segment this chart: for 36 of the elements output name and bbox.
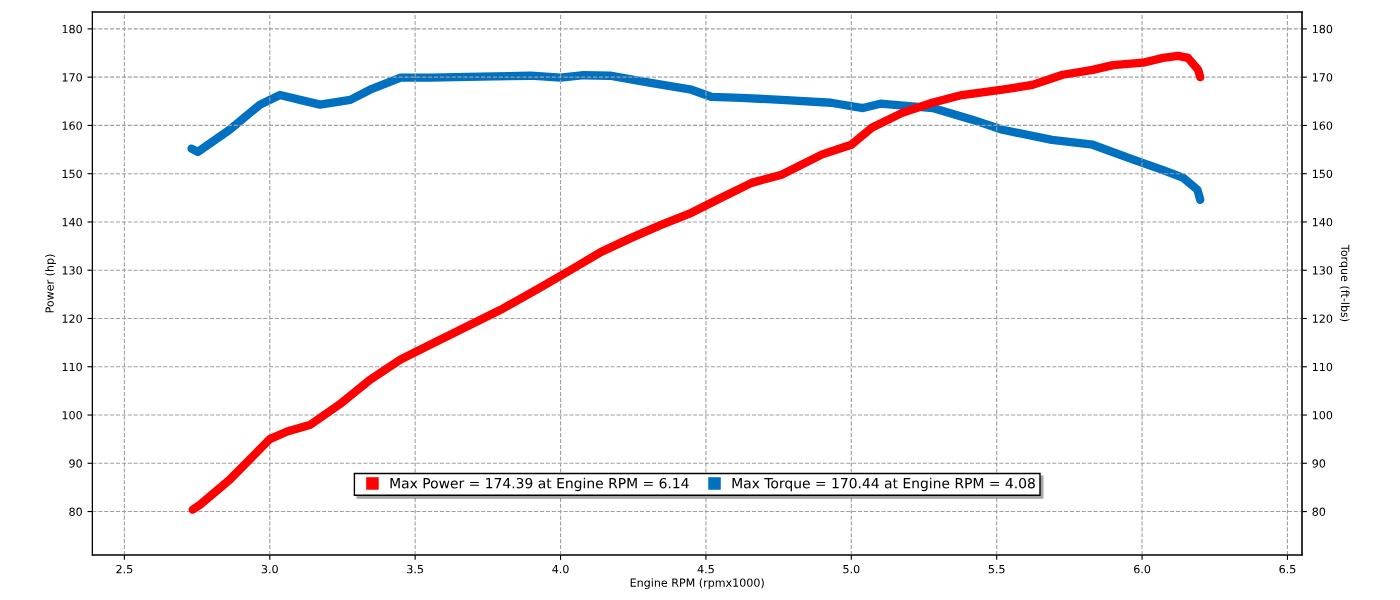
x-tick-label: 2.5 <box>116 564 133 574</box>
y-tick-label: 110 <box>62 362 82 372</box>
y-tick-label: 80 <box>69 507 82 516</box>
y-tick-label: 150 <box>62 169 82 179</box>
y2-tick-label: 160 <box>1312 121 1333 130</box>
x-tick-label: 6.0 <box>1134 564 1151 574</box>
y2-axis-title: Torque (ft-lbs) <box>1338 244 1350 322</box>
y2-tick-label: 110 <box>1312 362 1333 372</box>
y-tick-label: 130 <box>62 266 82 275</box>
legend-label: Max Power = 174.39 at Engine RPM = 6.14 <box>390 477 689 492</box>
y-tick-label: 140 <box>62 217 82 227</box>
x-tick-label: 4.5 <box>697 565 714 574</box>
y2-tick-label: 140 <box>1312 217 1333 227</box>
y2-tick-label: 80 <box>1312 507 1326 516</box>
x-tick-label: 5.5 <box>988 565 1005 574</box>
y2-tick-label: 120 <box>1312 314 1333 323</box>
y-tick-label: 160 <box>62 121 82 130</box>
y2-tick-label: 100 <box>1312 411 1333 420</box>
x-tick-label: 5.0 <box>843 564 860 574</box>
x-axis-title: Engine RPM (rpmx1000) <box>630 578 764 590</box>
y-axis-title: Power (hp) <box>45 254 56 313</box>
x-tick-label: 6.5 <box>1279 564 1296 574</box>
x-tick-label: 4.0 <box>552 564 569 574</box>
y-tick-label: 180 <box>62 24 82 34</box>
legend-label: Max Torque = 170.44 at Engine RPM = 4.08 <box>732 477 1035 492</box>
y-tick-label: 100 <box>62 411 82 420</box>
x-tick-label: 3.0 <box>261 564 278 574</box>
y2-tick-label: 90 <box>1312 459 1326 468</box>
y-tick-label: 90 <box>69 459 82 468</box>
y-tick-label: 170 <box>62 73 82 82</box>
y2-tick-label: 130 <box>1312 266 1333 275</box>
x-tick-label: 3.5 <box>407 564 424 574</box>
y2-tick-label: 150 <box>1312 169 1333 179</box>
y2-tick-label: 170 <box>1312 73 1333 82</box>
y2-tick-label: 180 <box>1312 24 1333 34</box>
y-tick-label: 120 <box>62 314 82 323</box>
